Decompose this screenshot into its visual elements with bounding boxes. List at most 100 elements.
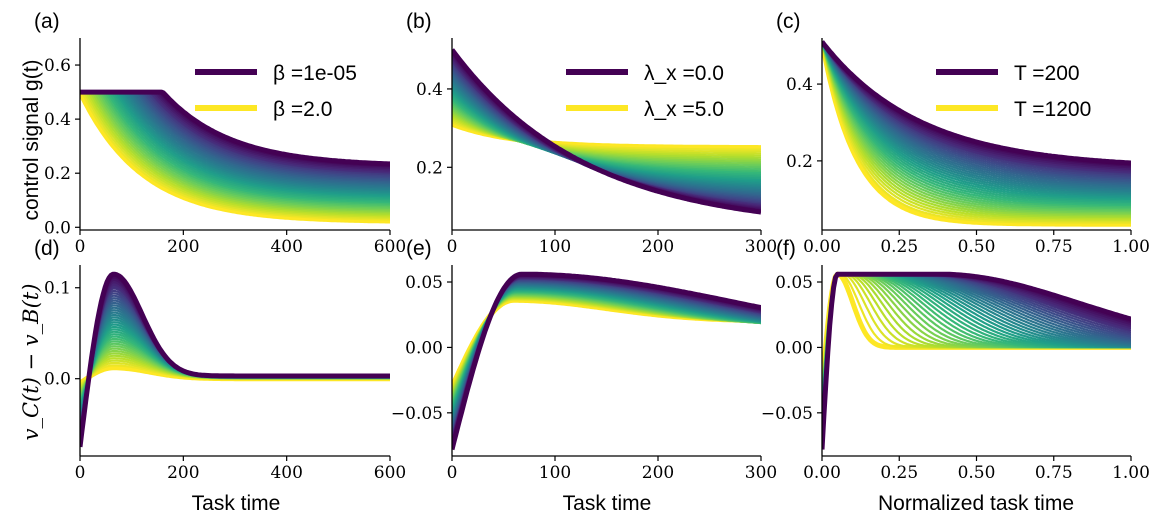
series-line-f-0 <box>822 271 1131 450</box>
series-line-a-16 <box>80 91 390 189</box>
xlabel-e: Task time <box>563 492 652 515</box>
panel-label-b: (b) <box>406 10 432 33</box>
series-line-a-32 <box>80 91 390 212</box>
x-tick-label-e: 300 <box>745 463 777 483</box>
series-line-c-31 <box>822 41 1131 214</box>
series-line-c-25 <box>822 41 1131 205</box>
y-tick-label-e: −0.05 <box>391 404 443 424</box>
series-line-a-18 <box>80 91 390 192</box>
x-tick-label-a: 0 <box>75 237 86 257</box>
series-line-c-30 <box>822 41 1131 213</box>
y-tick-label-a: 0.6 <box>44 56 71 76</box>
series-line-c-18 <box>822 41 1131 194</box>
series-line-a-0 <box>80 89 390 167</box>
series-line-c-33 <box>822 41 1131 217</box>
series-group-f <box>822 271 1131 450</box>
series-line-c-7 <box>822 41 1131 176</box>
series-line-c-34 <box>822 41 1131 219</box>
y-tick-label-f: 0.05 <box>775 273 813 293</box>
series-group-b <box>452 48 761 215</box>
x-tick-label-f: 0.00 <box>803 463 841 483</box>
x-tick-label-a: 600 <box>374 237 406 257</box>
legend-label-c-1: T =1200 <box>1014 98 1091 121</box>
series-line-a-38 <box>80 91 390 221</box>
series-line-b-0 <box>452 48 761 215</box>
x-tick-label-b: 0 <box>447 237 458 257</box>
legend-label-a-1: β =2.0 <box>273 98 332 121</box>
panel-label-c: (c) <box>776 10 801 33</box>
y-tick-label-e: 0.05 <box>405 273 443 293</box>
series-line-a-28 <box>80 91 390 207</box>
series-line-c-12 <box>822 41 1131 184</box>
series-line-a-26 <box>80 91 390 204</box>
series-line-c-10 <box>822 41 1131 181</box>
series-line-a-37 <box>80 91 390 220</box>
x-tick-label-a: 200 <box>167 237 199 257</box>
series-line-c-39 <box>822 41 1131 227</box>
series-line-a-27 <box>80 91 390 205</box>
xlabel-f: Normalized task time <box>878 492 1074 515</box>
series-line-c-27 <box>822 41 1131 208</box>
series-line-c-17 <box>822 41 1131 192</box>
series-group-d <box>80 271 390 448</box>
series-line-c-29 <box>822 41 1131 211</box>
x-tick-label-e: 200 <box>642 463 674 483</box>
x-tick-label-d: 600 <box>374 463 406 483</box>
series-line-c-32 <box>822 41 1131 216</box>
series-line-c-15 <box>822 41 1131 189</box>
series-line-c-28 <box>822 41 1131 210</box>
series-group-e <box>452 271 761 451</box>
x-tick-label-e: 100 <box>539 463 571 483</box>
y-tick-label-b: 0.2 <box>416 158 443 178</box>
series-line-c-23 <box>822 41 1131 202</box>
series-line-a-35 <box>80 91 390 217</box>
panel-label-d: (d) <box>34 237 60 260</box>
y-tick-label-c: 0.4 <box>786 75 813 95</box>
series-line-c-26 <box>822 41 1131 207</box>
series-line-d-0 <box>80 271 390 448</box>
series-line-a-34 <box>80 91 390 215</box>
series-line-a-36 <box>80 91 390 218</box>
top-ylabel: control signal g(t) <box>20 59 43 220</box>
series-line-c-19 <box>822 41 1131 196</box>
legend-label-b-1: λ_x =5.0 <box>644 98 724 121</box>
series-line-c-21 <box>822 41 1131 199</box>
series-line-a-19 <box>80 91 390 193</box>
y-tick-label-d: 0.0 <box>44 370 71 390</box>
y-tick-label-f: 0.00 <box>775 338 813 358</box>
series-line-c-13 <box>822 41 1131 186</box>
x-tick-label-b: 300 <box>745 237 777 257</box>
series-line-c-37 <box>822 41 1131 223</box>
series-line-a-20 <box>80 91 390 195</box>
series-line-a-23 <box>80 91 390 199</box>
series-line-a-29 <box>80 91 390 208</box>
series-line-a-24 <box>80 91 390 201</box>
panel-c: 0.00 0.25 0.50 0.75 1.00 0.2 0.4 (c) T =200 T =12… <box>776 10 1150 257</box>
series-line-c-0 <box>822 40 1131 166</box>
x-tick-label-e: 0 <box>447 463 458 483</box>
series-line-a-39 <box>80 91 390 224</box>
x-tick-label-c: 0.25 <box>880 237 918 257</box>
x-tick-label-b: 100 <box>539 237 571 257</box>
panel-f: 0.00 0.25 0.50 0.75 1.00 −0.05 0.00 0.05 (f) <box>761 237 1150 483</box>
x-tick-label-f: 0.75 <box>1035 463 1073 483</box>
x-tick-label-c: 0.50 <box>958 237 996 257</box>
series-line-a-31 <box>80 91 390 211</box>
series-line-a-22 <box>80 91 390 198</box>
x-tick-label-c: 0.00 <box>803 237 841 257</box>
series-line-c-14 <box>822 41 1131 188</box>
panel-label-e: (e) <box>406 237 432 260</box>
series-line-e-0 <box>452 271 761 451</box>
y-tick-label-b: 0.4 <box>416 80 443 100</box>
y-tick-label-d: 0.1 <box>44 279 71 299</box>
y-tick-label-a: 0.0 <box>44 218 71 238</box>
series-line-a-30 <box>80 91 390 209</box>
bottom-ylabel-text: v_C(t) − v_B(t) <box>19 284 43 441</box>
series-line-a-21 <box>80 91 390 196</box>
legend-label-b-0: λ_x =0.0 <box>644 62 724 85</box>
xlabel-d: Task time <box>192 492 281 515</box>
panel-e: 0 100 200 300 −0.05 0.00 0.05 (e) <box>391 237 777 483</box>
x-tick-label-c: 0.75 <box>1035 237 1073 257</box>
series-line-a-25 <box>80 91 390 202</box>
panel-label-a: (a) <box>34 10 60 33</box>
